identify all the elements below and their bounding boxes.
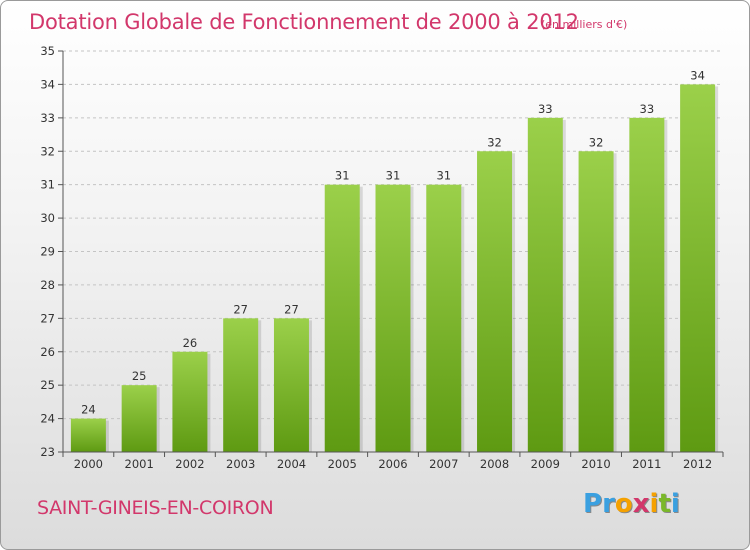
bar-2010 [578,151,614,452]
value-label: 31 [335,169,350,183]
value-label: 33 [640,102,655,116]
logo-letter: t [658,489,671,519]
ytick-label: 34 [40,77,55,91]
logo-letter: P [583,489,603,519]
xtick-label: 2000 [74,457,103,471]
logo-letter: i [649,489,659,519]
ytick-label: 32 [40,144,55,158]
ytick-label: 26 [40,345,55,359]
ytick-label: 27 [40,311,55,325]
value-label: 27 [233,302,248,316]
value-label: 31 [436,169,451,183]
value-label: 25 [132,369,147,383]
ytick-label: 29 [40,245,55,259]
bar-2001 [121,385,157,452]
xtick-label: 2009 [531,457,560,471]
value-label: 31 [386,169,401,183]
value-label: 34 [690,68,705,82]
xtick-label: 2011 [632,457,661,471]
xtick-label: 2002 [175,457,204,471]
value-label: 32 [589,135,604,149]
xtick-label: 2008 [480,457,509,471]
ytick-label: 25 [40,378,55,392]
bar-2009 [527,117,563,452]
ytick-label: 33 [40,111,55,125]
commune-name: SAINT-GINEIS-EN-COIRON [37,497,274,519]
value-label: 33 [538,102,553,116]
value-label: 27 [284,302,299,316]
logo-letter: o [614,489,633,519]
logo-letter: r [602,489,615,519]
xtick-label: 2007 [429,457,458,471]
bar-2004 [273,318,309,452]
ytick-label: 23 [40,445,55,459]
bars: 24 25 26 27 27 31 31 31 32 33 32 33 34 [70,68,719,453]
xtick-label: 2006 [378,457,407,471]
value-label: 32 [487,135,502,149]
logo-letter: x [632,489,650,519]
ytick-label: 35 [40,44,55,58]
ytick-label: 24 [40,412,55,426]
xtick-label: 2003 [226,457,255,471]
bar-2002 [172,351,208,452]
bar-2003 [223,318,259,452]
value-label: 24 [81,403,96,417]
ytick-label: 30 [40,211,55,225]
proxiti-logo: Proxiti [583,489,680,519]
ytick-label: 28 [40,278,55,292]
bar-2012 [680,84,716,453]
bar-2000 [70,418,106,452]
bar-2006 [375,184,411,452]
xtick-label: 2010 [581,457,610,471]
xtick-label: 2001 [125,457,154,471]
bar-2005 [324,184,360,452]
bar-2007 [426,184,462,452]
bar-2011 [629,117,665,452]
chart-unit: (en milliers d'€) [541,18,628,31]
value-label: 26 [183,336,198,350]
bar-2008 [477,151,513,452]
chart-title: Dotation Globale de Fonctionnement de 20… [29,10,579,34]
xtick-label: 2012 [683,457,712,471]
xtick-label: 2004 [277,457,306,471]
ytick-label: 31 [40,178,55,192]
xtick-label: 2005 [328,457,357,471]
logo-letter: i [670,489,680,519]
axes: 23 24 25 26 27 28 29 30 31 32 33 34 35 2000 2001 2002 20… [40,44,724,471]
